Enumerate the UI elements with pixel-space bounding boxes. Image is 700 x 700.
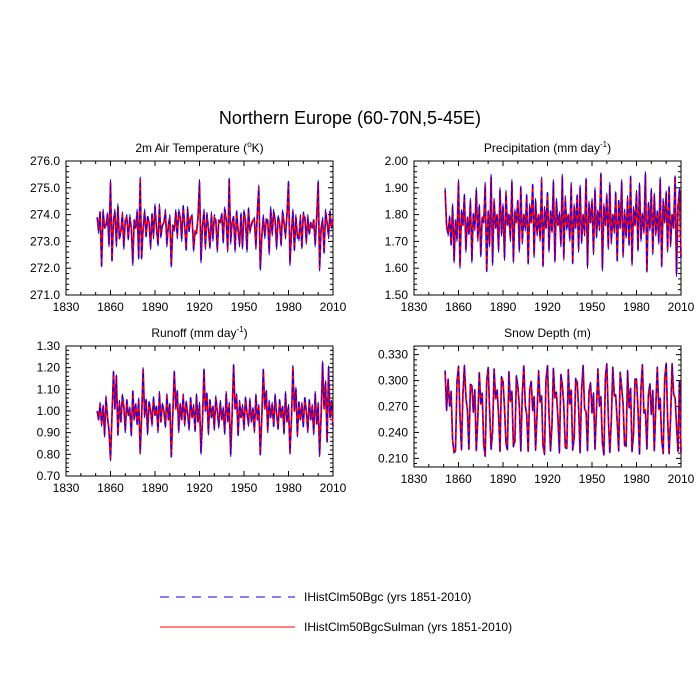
panel-title: 2m Air Temperature (oK) — [135, 140, 263, 155]
y-tick-label: 274.0 — [30, 208, 60, 222]
x-tick-label: 1950 — [231, 300, 258, 314]
legend: IHistClm50Bgc (yrs 1851-2010) IHistClm50… — [160, 590, 512, 634]
x-tick-label: 1950 — [579, 472, 606, 486]
x-tick-label: 1890 — [142, 300, 169, 314]
y-tick-label: 1.60 — [385, 261, 409, 275]
y-tick-label: 1.10 — [37, 382, 61, 396]
x-tick-label: 1890 — [490, 472, 517, 486]
x-tick-label: 1980 — [275, 481, 302, 495]
series-line-ihistclm50bgcsulman — [444, 173, 682, 275]
x-tick-label: 1980 — [623, 472, 650, 486]
x-tick-label: 1980 — [275, 300, 302, 314]
y-tick-label: 0.300 — [378, 374, 408, 388]
y-tick-label: 0.70 — [37, 469, 61, 483]
y-tick-label: 0.80 — [37, 447, 61, 461]
y-tick-label: 272.0 — [30, 261, 60, 275]
y-tick-label: 273.0 — [30, 234, 60, 248]
x-tick-label: 1950 — [579, 300, 606, 314]
chart-panel-4: Snow Depth (m) 1830 1860 1890 1920 1950 1980 20… — [378, 326, 695, 486]
y-tick-label: 0.330 — [378, 348, 408, 362]
y-tick-label: 1.50 — [385, 288, 409, 302]
series-line-ihistclm50bgcsulman — [444, 362, 682, 457]
series-line-ihistclm50bgc — [96, 360, 334, 462]
x-tick-label: 1920 — [534, 300, 561, 314]
y-tick-label: 1.00 — [37, 404, 61, 418]
y-tick-label: 0.90 — [37, 426, 61, 440]
x-tick-label: 1920 — [186, 300, 213, 314]
chart-panel-1: 2m Air Temperature (oK) 1830 1860 1890 1920 1… — [30, 140, 347, 314]
y-tick-label: 271.0 — [30, 288, 60, 302]
y-tick-label: 0.270 — [378, 400, 408, 414]
y-tick-label: 1.80 — [385, 208, 409, 222]
x-tick-label: 1920 — [534, 472, 561, 486]
x-tick-label: 1950 — [231, 481, 258, 495]
x-tick-label: 1980 — [623, 300, 650, 314]
y-tick-label: 275.0 — [30, 181, 60, 195]
legend-label-2: IHistClm50BgcSulman (yrs 1851-2010) — [304, 620, 512, 634]
y-tick-label: 0.210 — [378, 451, 408, 465]
chart-panel-3: Runoff (mm day-1) 1830 1860 1890 1920 1950 198… — [37, 325, 347, 495]
x-tick-label: 1830 — [401, 300, 428, 314]
y-tick-label: 1.30 — [37, 339, 61, 353]
x-tick-label: 1860 — [445, 472, 472, 486]
y-tick-label: 2.00 — [385, 154, 409, 168]
x-tick-label: 2010 — [320, 300, 347, 314]
x-tick-label: 2010 — [668, 300, 695, 314]
chart-panel-2: Precipitation (mm day-1) 1830 1860 1890 1920… — [385, 140, 695, 314]
x-tick-label: 1860 — [97, 300, 124, 314]
x-tick-label: 1860 — [97, 481, 124, 495]
x-tick-label: 1890 — [490, 300, 517, 314]
x-tick-label: 2010 — [320, 481, 347, 495]
y-tick-label: 1.20 — [37, 361, 61, 375]
x-tick-label: 1890 — [142, 481, 169, 495]
x-tick-label: 2010 — [668, 472, 695, 486]
x-tick-label: 1830 — [53, 300, 80, 314]
panel-title: Runoff (mm day-1) — [151, 325, 247, 340]
x-tick-label: 1830 — [401, 472, 428, 486]
legend-label-1: IHistClm50Bgc (yrs 1851-2010) — [304, 590, 471, 604]
y-tick-label: 276.0 — [30, 154, 60, 168]
x-tick-label: 1860 — [445, 300, 472, 314]
y-tick-label: 1.90 — [385, 181, 409, 195]
y-tick-label: 1.70 — [385, 234, 409, 248]
x-tick-label: 1830 — [53, 481, 80, 495]
series-line-ihistclm50bgc — [96, 176, 334, 272]
figure-title: Northern Europe (60-70N,5-45E) — [219, 108, 481, 128]
panel-title: Precipitation (mm day-1) — [484, 140, 611, 155]
panel-title: Snow Depth (m) — [504, 326, 591, 340]
x-tick-label: 1920 — [186, 481, 213, 495]
y-tick-label: 0.240 — [378, 425, 408, 439]
